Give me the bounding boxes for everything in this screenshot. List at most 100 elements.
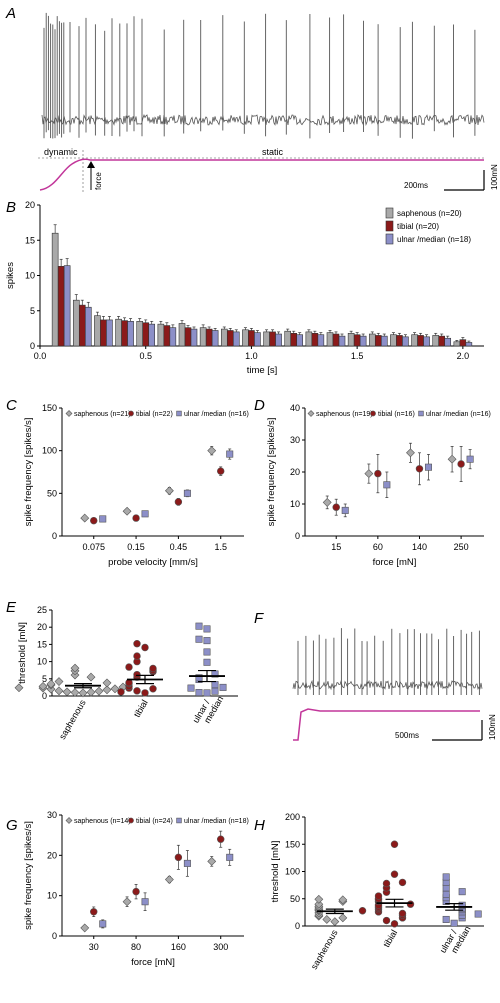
y-tick-label: 150	[42, 403, 57, 413]
point-ulnar	[226, 853, 234, 861]
data-point-saphenous	[94, 686, 104, 696]
point-saphenous	[207, 856, 217, 866]
panel-letter-f: F	[254, 610, 264, 627]
panel-letter-c: C	[6, 397, 17, 414]
bar-saphenous	[326, 332, 334, 347]
point-tibial	[174, 498, 183, 506]
point-ulnar	[424, 463, 432, 471]
legend-marker-saphenous	[65, 817, 73, 824]
data-point-tibial	[133, 652, 141, 660]
point-ulnar	[183, 489, 191, 497]
bar-ulnar	[465, 342, 473, 347]
legend-label-saphenous: saphenous (n=14)	[74, 818, 131, 825]
bar-saphenous	[220, 328, 228, 347]
legend-swatch-ulnar	[385, 233, 394, 245]
bar-ulnar	[423, 336, 430, 347]
x-tick-label: 140	[412, 542, 427, 552]
data-point-ulnar	[450, 919, 458, 927]
data-point-ulnar	[458, 888, 466, 896]
legend-label-saphenous: saphenous (n=19)	[316, 411, 373, 418]
legend-marker-tibial	[128, 817, 134, 824]
bar-saphenous	[115, 318, 122, 347]
scale-force-label-f: 100mN	[488, 714, 497, 740]
spike-trace-f	[292, 628, 483, 695]
point-tibial	[174, 853, 183, 862]
legend-marker-ulnar	[176, 410, 182, 417]
point-saphenous	[322, 497, 332, 507]
y-tick-label: 0	[295, 921, 300, 931]
bar-saphenous	[72, 299, 80, 347]
panel-g: G 0 10 20 30 30 80 160 300 force [mN] spike freque…	[6, 810, 249, 968]
panel-letter-h: H	[254, 817, 265, 834]
panel-a: A dynamic static force 200ms 100mN	[5, 5, 499, 192]
bar-saphenous	[284, 330, 292, 347]
point-saphenous	[447, 454, 457, 464]
y-tick-label: 5	[42, 674, 47, 684]
bar-ulnar	[127, 321, 134, 347]
data-point-saphenous	[70, 688, 80, 697]
y-tick-label: 10	[25, 271, 35, 281]
bar-tibial	[121, 320, 128, 347]
y-tick-label: 20	[37, 622, 47, 632]
point-tibial	[90, 516, 98, 525]
point-saphenous	[80, 513, 90, 523]
point-saphenous	[164, 875, 174, 884]
x-tick-label: 0.5	[139, 351, 152, 361]
point-tibial	[415, 465, 424, 473]
bar-tibial	[459, 339, 467, 347]
bar-ulnar	[190, 328, 198, 347]
bar-saphenous	[411, 334, 418, 347]
bar-tibial	[205, 328, 213, 347]
data-point-saphenous	[330, 917, 340, 927]
data-point-ulnar	[442, 915, 450, 923]
panel-f: F 500ms 100mN	[254, 610, 497, 741]
static-label: static	[262, 147, 284, 157]
data-point-tibial	[133, 687, 141, 695]
data-point-tibial	[374, 892, 383, 900]
panel-letter-a: A	[5, 5, 16, 22]
point-ulnar	[226, 450, 234, 458]
y-tick-label: 50	[290, 894, 300, 904]
data-point-tibial	[133, 670, 141, 679]
data-point-tibial	[390, 920, 399, 928]
point-ulnar	[99, 515, 107, 523]
x-tick-label: 30	[89, 942, 99, 952]
bar-saphenous	[432, 335, 440, 347]
data-point-tibial	[117, 688, 125, 696]
bar-tibial	[184, 327, 192, 347]
data-point-saphenous	[46, 679, 56, 689]
legend-marker-ulnar	[418, 410, 424, 417]
data-point-ulnar	[211, 687, 219, 695]
legend-label-ulnar: ulnar /median (n=16)	[426, 411, 491, 418]
bar-saphenous	[178, 323, 186, 347]
scale-time-label-a: 200ms	[404, 181, 428, 190]
point-ulnar	[383, 481, 391, 489]
data-point-saphenous	[86, 672, 96, 682]
data-point-ulnar	[195, 689, 203, 697]
data-point-tibial	[133, 640, 141, 648]
bar-saphenous	[305, 331, 313, 347]
data-point-tibial	[141, 689, 149, 697]
data-point-ulnar	[203, 689, 211, 697]
data-point-saphenous	[102, 685, 112, 695]
data-point-tibial	[125, 663, 133, 671]
point-tibial	[332, 503, 340, 511]
y-axis-label: spike frequency [spikes/s]	[23, 821, 34, 930]
baseline-noise-a	[41, 113, 485, 127]
data-point-saphenous	[70, 663, 80, 673]
y-tick-label: 0	[52, 531, 57, 541]
legend-marker-saphenous	[65, 410, 73, 417]
data-point-ulnar	[187, 684, 195, 692]
data-point-saphenous	[314, 894, 324, 904]
x-tick-label: 0.15	[127, 542, 145, 552]
bar-tibial	[57, 266, 65, 347]
data-point-saphenous	[14, 683, 24, 693]
bar-saphenous	[157, 323, 165, 347]
y-axis-label: spike frequency [spikes/s]	[266, 418, 277, 527]
panel-c: C 0 50 100 150 0.075 0.15 0.45 1.5 probe velocity…	[6, 397, 249, 568]
data-point-saphenous	[38, 681, 48, 691]
bar-ulnar	[254, 332, 261, 347]
spike-trace-a	[41, 12, 485, 139]
point-tibial	[90, 908, 98, 916]
legend-label-tibial: tibial (n=24)	[136, 818, 173, 825]
